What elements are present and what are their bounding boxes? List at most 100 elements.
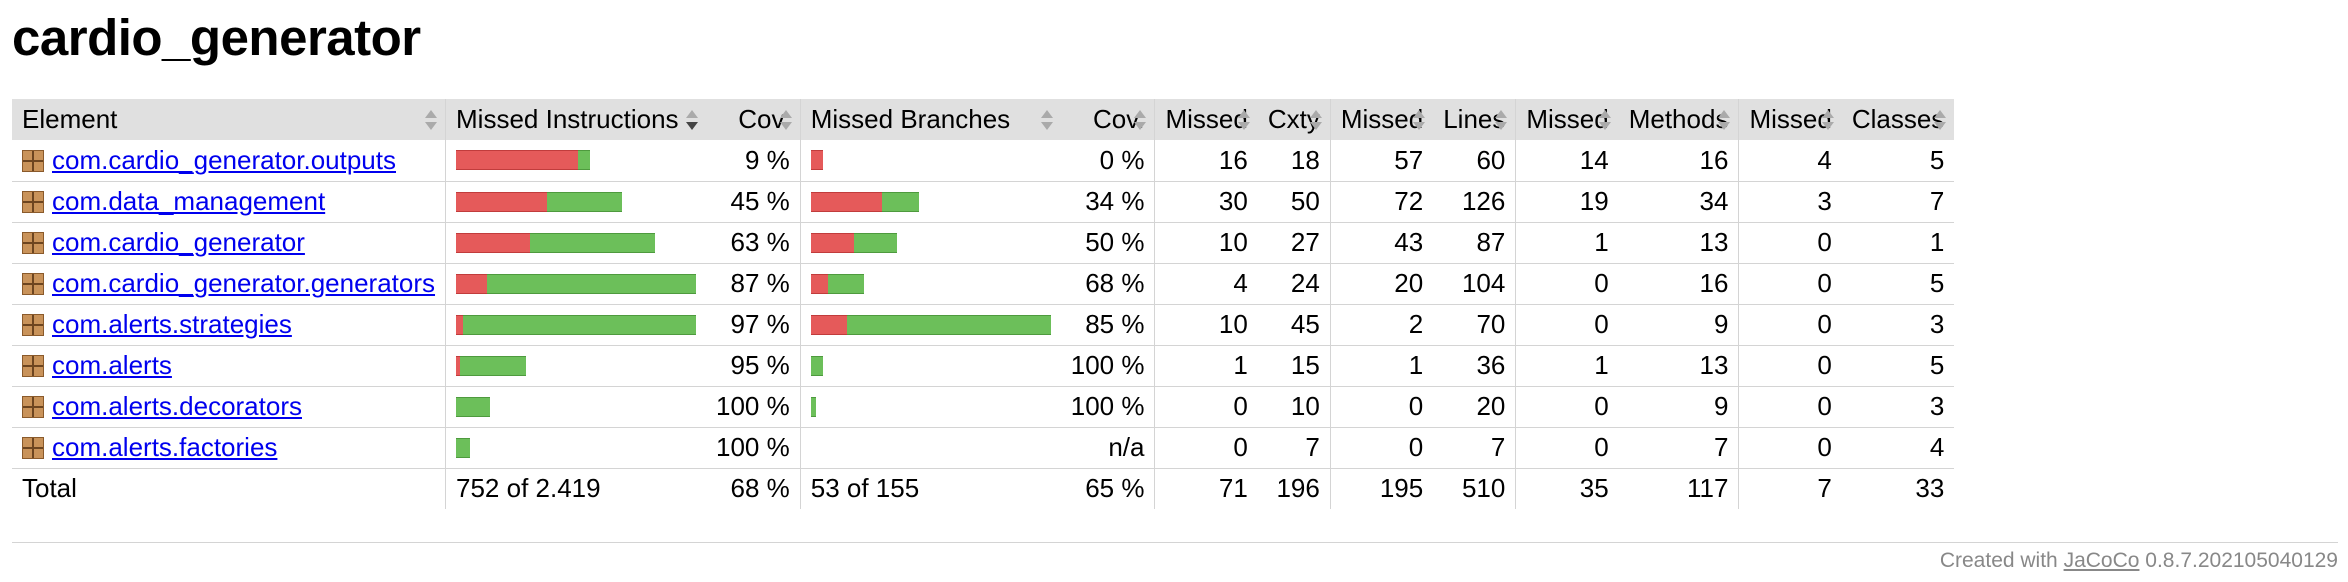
lines-missed-cell: 2 — [1329, 304, 1434, 346]
column-header-branch-cov[interactable]: Cov. — [1060, 99, 1155, 140]
methods-missed-cell: 0 — [1515, 386, 1619, 428]
missed-segment — [456, 191, 548, 212]
total-lines-missed: 195 — [1329, 467, 1434, 509]
column-header-element[interactable]: Element — [12, 99, 446, 140]
coverage-bar — [456, 273, 697, 294]
cxty-cell: 45 — [1257, 304, 1331, 346]
footer-divider — [12, 542, 2338, 543]
lines-cell: 7 — [1433, 427, 1516, 469]
lines-cell: 60 — [1433, 140, 1516, 182]
lines-cell: 104 — [1433, 263, 1516, 305]
lines-missed-cell: 72 — [1329, 181, 1434, 223]
package-link[interactable]: com.cardio_generator.generators — [52, 268, 436, 298]
package-link[interactable]: com.cardio_generator.outputs — [52, 144, 396, 175]
missed-segment — [810, 314, 847, 335]
methods-cell: 9 — [1618, 386, 1739, 428]
column-header-lines[interactable]: Lines — [1433, 99, 1516, 140]
coverage-bar — [456, 355, 527, 376]
footer-prefix: Created with — [1939, 549, 2058, 572]
total-branch-cov: 65 % — [1060, 467, 1155, 509]
package-link[interactable]: com.alerts.strategies — [52, 309, 292, 339]
total-instr-cov: 68 % — [706, 467, 801, 509]
covered-segment — [827, 273, 864, 294]
sort-arrows-icon — [1237, 109, 1250, 130]
table-row: com.alerts 95 % 100 % 1 15 1 36 1 13 0 5 — [12, 345, 1955, 387]
missed-segment — [810, 191, 882, 212]
cxty-cell: 24 — [1257, 263, 1331, 305]
branch-cov-cell: 100 % — [1060, 345, 1155, 387]
package-link[interactable]: com.alerts.decorators — [52, 391, 302, 421]
package-link[interactable]: com.alerts — [52, 350, 172, 380]
instr-cov-cell: 95 % — [706, 345, 801, 387]
element-cell: com.alerts.decorators — [12, 386, 446, 428]
total-branches: 53 of 155 — [799, 467, 1061, 509]
column-header-methods-missed[interactable]: Missed — [1515, 99, 1619, 140]
coverage-bar — [810, 191, 919, 212]
cxty-missed-cell: 1 — [1154, 345, 1258, 387]
column-header-cxty-missed[interactable]: Missed — [1154, 99, 1258, 140]
coverage-bar — [456, 232, 656, 253]
missed-instructions-bar-cell — [445, 263, 707, 305]
covered-segment — [810, 396, 816, 417]
package-icon — [22, 396, 44, 418]
cxty-cell: 10 — [1257, 386, 1331, 428]
footer: Created with JaCoCo 0.8.7.202105040129 — [1940, 549, 2338, 573]
total-cxty: 196 — [1257, 467, 1331, 509]
sort-arrows-icon — [779, 109, 792, 130]
missed-instructions-bar-cell — [445, 345, 707, 387]
table-row: com.data_management 45 % 34 % 30 50 72 126 19 34… — [12, 181, 1955, 223]
column-header-instr-cov[interactable]: Cov. — [706, 99, 801, 140]
coverage-bar — [810, 314, 1051, 335]
classes-missed-cell: 4 — [1738, 140, 1842, 182]
total-classes-missed: 7 — [1738, 467, 1842, 509]
lines-missed-cell: 20 — [1329, 263, 1434, 305]
coverage-bar — [456, 437, 471, 458]
sort-arrows-icon — [1134, 109, 1147, 130]
element-cell: com.alerts.factories — [12, 427, 446, 469]
column-header-classes-missed[interactable]: Missed — [1738, 99, 1842, 140]
lines-cell: 126 — [1433, 181, 1516, 223]
coverage-bar — [810, 232, 897, 253]
table-row: com.cardio_generator.outputs 9 % 0 % 16 18 57… — [12, 140, 1955, 182]
classes-cell: 4 — [1841, 427, 1955, 469]
methods-missed-cell: 14 — [1515, 140, 1619, 182]
missed-branches-bar-cell — [799, 304, 1061, 346]
covered-segment — [530, 232, 656, 253]
coverage-bar — [810, 273, 864, 294]
instr-cov-cell: 45 % — [706, 181, 801, 223]
column-header-missed-branches[interactable]: Missed Branches — [799, 99, 1061, 140]
coverage-bar — [456, 150, 591, 171]
coverage-bar — [810, 396, 816, 417]
instr-cov-cell: 100 % — [706, 386, 801, 428]
table-row: com.alerts.factories 100 % n/a 0 7 0 7 0 7 0 4 — [12, 427, 1955, 469]
classes-missed-cell: 0 — [1738, 427, 1842, 469]
column-header-methods[interactable]: Methods — [1618, 99, 1739, 140]
branch-cov-cell: 50 % — [1060, 222, 1155, 264]
coverage-table: Element Missed Instructions Cov. Missed … — [12, 99, 1955, 509]
element-cell: com.cardio_generator.outputs — [12, 140, 446, 182]
cxty-missed-cell: 10 — [1154, 304, 1258, 346]
missed-segment — [810, 150, 823, 171]
coverage-bar — [810, 355, 823, 376]
element-cell: com.data_management — [12, 181, 446, 223]
sort-arrows-icon — [425, 109, 438, 130]
covered-segment — [456, 396, 491, 417]
cxty-cell: 27 — [1257, 222, 1331, 264]
methods-cell: 16 — [1618, 263, 1739, 305]
column-header-classes[interactable]: Classes — [1841, 99, 1955, 140]
branch-cov-cell: 100 % — [1060, 386, 1155, 428]
package-link[interactable]: com.cardio_generator — [52, 227, 305, 257]
column-header-cxty[interactable]: Cxty — [1257, 99, 1331, 140]
classes-missed-cell: 3 — [1738, 181, 1842, 223]
covered-segment — [846, 314, 1051, 335]
total-row: Total 752 of 2.419 68 % 53 of 155 65 % 7… — [12, 467, 1955, 509]
package-icon — [22, 314, 44, 336]
package-link[interactable]: com.alerts.factories — [52, 432, 278, 462]
sort-arrows-icon — [1598, 109, 1611, 130]
column-header-lines-missed[interactable]: Missed — [1329, 99, 1434, 140]
package-link[interactable]: com.data_management — [52, 186, 326, 216]
cxty-missed-cell: 4 — [1154, 263, 1258, 305]
column-header-missed-instructions[interactable]: Missed Instructions — [445, 99, 707, 140]
jacoco-link[interactable]: JaCoCo — [2063, 549, 2140, 572]
missed-segment — [456, 355, 461, 376]
